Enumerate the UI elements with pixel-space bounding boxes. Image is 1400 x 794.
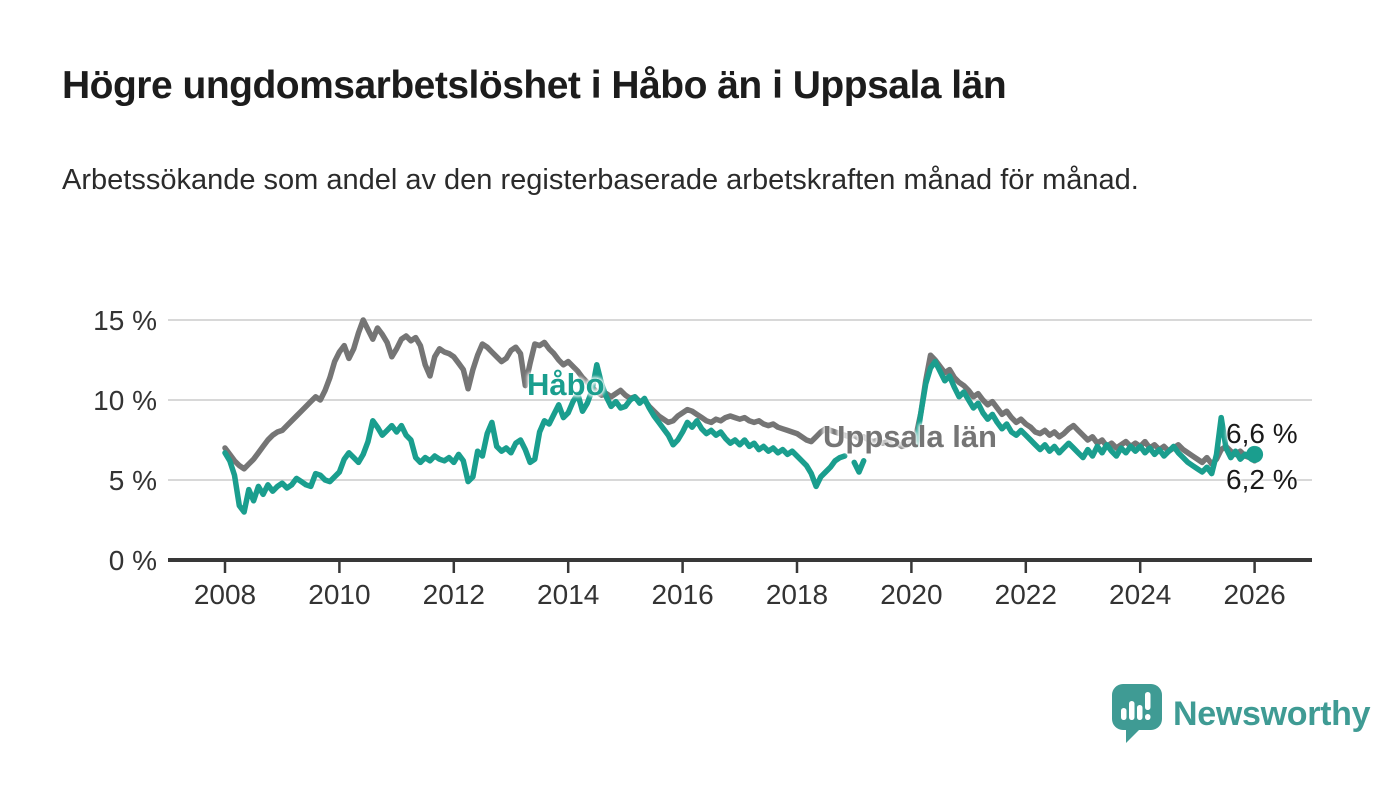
- y-axis-label: 0 %: [109, 545, 157, 576]
- series-label-uppsala: Uppsala län: [823, 419, 997, 454]
- newsworthy-logo-text: Newsworthy: [1173, 694, 1371, 733]
- series-endpoint-dot: [1246, 445, 1264, 463]
- series-label-habo: Håbo: [527, 367, 605, 402]
- x-axis-label: 2026: [1223, 579, 1285, 610]
- x-axis-label: 2012: [423, 579, 485, 610]
- series-line-uppsala-l-n: [222, 317, 1258, 472]
- x-axis-label: 2020: [880, 579, 942, 610]
- newsworthy-logo: Newsworthy: [1112, 684, 1371, 744]
- y-axis-label: 15 %: [93, 305, 157, 336]
- x-axis-label: 2008: [194, 579, 256, 610]
- end-value-habo: 6,6 %: [1226, 418, 1298, 449]
- chart-subtitle: Arbetssökande som andel av den registerb…: [62, 164, 1139, 196]
- x-axis-label: 2022: [995, 579, 1057, 610]
- x-axis-label: 2024: [1109, 579, 1171, 610]
- y-axis-label: 10 %: [93, 385, 157, 416]
- y-axis-label: 5 %: [109, 465, 157, 496]
- x-axis-label: 2014: [537, 579, 599, 610]
- newsworthy-logo-icon: [1112, 684, 1162, 743]
- page-title: Högre ungdomsarbetslöshet i Håbo än i Up…: [62, 64, 1007, 107]
- end-value-uppsala: 6,2 %: [1226, 464, 1298, 495]
- x-axis-label: 2010: [308, 579, 370, 610]
- series-line-h-bo: [222, 358, 1258, 515]
- x-axis-label: 2018: [766, 579, 828, 610]
- x-axis-label: 2016: [651, 579, 713, 610]
